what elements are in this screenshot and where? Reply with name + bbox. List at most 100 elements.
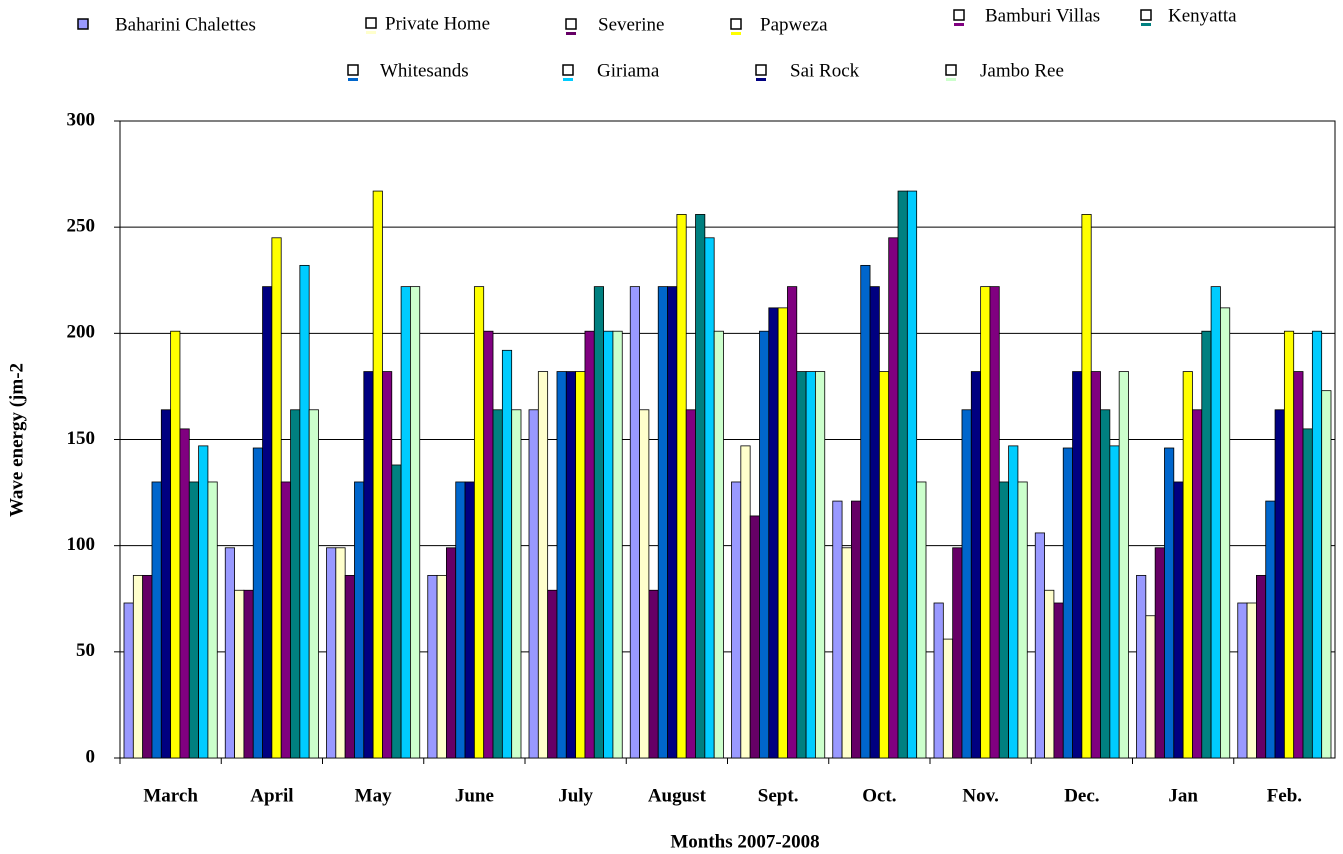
x-tick-label: April [250, 785, 293, 806]
bar [805, 371, 816, 759]
bar [860, 264, 871, 759]
legend-swatch [945, 64, 957, 76]
legend-swatch-color [566, 32, 576, 35]
bar [501, 349, 513, 759]
x-tick-label: Sept. [758, 785, 799, 806]
legend-label: Sai Rock [790, 60, 860, 81]
bar [547, 589, 558, 759]
bar [1053, 602, 1064, 759]
bar [1210, 286, 1221, 759]
bar [989, 286, 1000, 759]
x-axis-title: Months 2007-2008 [670, 831, 819, 852]
bar [888, 237, 899, 759]
legend-swatch-color [756, 78, 766, 81]
bar [1081, 214, 1092, 759]
bar [629, 286, 640, 759]
bar [1109, 445, 1120, 759]
bar [906, 190, 918, 759]
bar [151, 481, 162, 759]
bar [777, 307, 788, 759]
bar [427, 574, 438, 759]
bar [335, 547, 346, 759]
legend-swatch-color [946, 78, 956, 81]
legend-swatch-color [731, 32, 741, 35]
bar [961, 409, 972, 759]
bar [1246, 602, 1257, 759]
bar [1100, 409, 1111, 759]
bar [372, 190, 383, 759]
y-tick-label: 250 [67, 216, 96, 237]
x-tick-label: June [455, 785, 494, 806]
bar [400, 286, 411, 759]
bar [252, 447, 263, 759]
bar [1062, 447, 1073, 759]
bar [1293, 371, 1304, 759]
bar [492, 409, 503, 759]
bar [234, 589, 245, 759]
bar [593, 286, 605, 759]
bar [243, 589, 254, 759]
legend-swatch [77, 18, 89, 30]
bar [326, 547, 337, 759]
bar [473, 286, 485, 759]
x-tick-label: May [355, 785, 392, 806]
bar [299, 264, 310, 759]
bar [1237, 602, 1248, 759]
bar [1274, 409, 1285, 759]
bar [713, 330, 724, 759]
bar [308, 409, 319, 759]
bar [841, 547, 852, 759]
bar [344, 574, 355, 759]
bar [445, 547, 457, 759]
bar [1265, 500, 1276, 759]
bar [916, 481, 927, 759]
bar [565, 371, 577, 759]
bar [648, 589, 659, 759]
legend-swatch-color [563, 78, 573, 81]
bar [603, 330, 614, 759]
bar [980, 286, 991, 759]
bar [1145, 615, 1156, 759]
legend-label: Private Home [385, 13, 490, 34]
bar [382, 371, 393, 759]
bar [1220, 307, 1231, 759]
bar [657, 286, 668, 759]
bar [271, 237, 282, 759]
bar [787, 286, 798, 759]
bar [685, 409, 696, 759]
bar [998, 481, 1010, 759]
bar [1173, 481, 1184, 759]
bar [704, 237, 715, 759]
bar [483, 330, 494, 759]
legend-swatch [953, 9, 965, 21]
x-tick-label: Oct. [862, 785, 896, 806]
bar [639, 409, 650, 759]
bar [354, 481, 365, 759]
y-axis-title: Wave energy (jm-2 [6, 363, 27, 517]
bar [224, 547, 235, 759]
bar [537, 371, 549, 759]
legend-swatch [562, 64, 574, 76]
bar [1034, 532, 1045, 759]
bar [198, 445, 209, 759]
bar [1136, 574, 1147, 759]
bar [575, 371, 586, 759]
bar [676, 214, 687, 759]
bar [933, 602, 944, 759]
x-tick-label: Dec. [1064, 785, 1099, 806]
legend-label: Bamburi Villas [985, 5, 1100, 26]
bar [1118, 371, 1129, 759]
bar [1090, 371, 1101, 759]
bar [1201, 330, 1212, 759]
bar [740, 445, 751, 759]
bar [952, 547, 963, 759]
legend-swatch [1140, 9, 1152, 21]
bar [123, 602, 134, 759]
bar [363, 371, 374, 759]
bar [1044, 589, 1055, 759]
bar [179, 428, 190, 759]
bar [207, 481, 218, 759]
bar [731, 481, 742, 759]
bar [1311, 330, 1323, 759]
bar [1256, 574, 1267, 759]
